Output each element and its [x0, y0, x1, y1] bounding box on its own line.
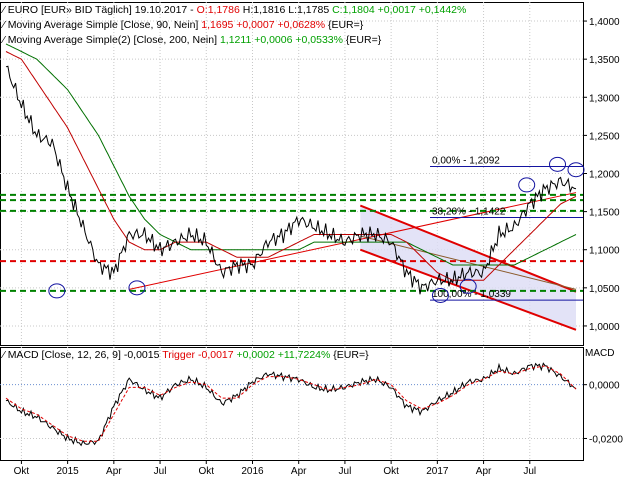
y-tick-label: 1,1000 — [589, 246, 620, 257]
legend-ma90-icon: ⁄ — [3, 19, 5, 31]
x-tick-label: Okt — [14, 466, 30, 477]
x-tick-label: Jul — [523, 466, 536, 477]
y-tick-label: 1,0000 — [589, 322, 620, 333]
macd-y-tick-label: -0,0200 — [589, 434, 623, 445]
macd-panel-label: MACD — [585, 348, 614, 359]
legend-macd-trigger: -0,0017 — [197, 349, 234, 361]
pivot-circle — [459, 278, 477, 294]
trigger-line — [5, 365, 577, 442]
legend-macd-name: MACD [Close, 12, 26, 9] — [7, 349, 121, 361]
macd-line — [5, 362, 577, 447]
y-tick-label: 1,3000 — [589, 93, 620, 104]
legend-ma90-name: Moving Average Simple [Close, 90, Nein] — [7, 19, 199, 31]
legend-macd-icon: ⁄ — [3, 349, 5, 361]
legend-macd-value: -0,0015 — [123, 349, 160, 361]
y-tick-label: 1,2500 — [589, 131, 620, 142]
legend-main-low: L:1,1785 — [288, 4, 330, 16]
legend-macd: ⁄ MACD [Close, 12, 26, 9] -0,0015 Trigge… — [3, 349, 369, 361]
legend-main-open: O:1,1786 — [196, 4, 240, 16]
x-tick-label: Apr — [291, 466, 307, 477]
x-tick-label: 2016 — [241, 466, 264, 477]
y-tick-label: 1,3500 — [589, 55, 620, 66]
y-tick-label: 1,2000 — [589, 170, 620, 181]
channel-lower-line — [359, 248, 577, 331]
legend-ma90: ⁄ Moving Average Simple [Close, 90, Nein… — [3, 19, 363, 31]
legend-main-high: H:1,1816 — [242, 4, 286, 16]
y-tick-label: 1,0500 — [589, 284, 620, 295]
pivot-circle — [48, 283, 66, 299]
legend-main-close: C:1,1804 +0,0017 +0,1442% — [332, 4, 467, 16]
legend-ma200-name: Moving Average Simple(2) [Close, 200, Ne… — [7, 34, 218, 46]
fib-label: 38,20% - 1,1422 — [432, 207, 506, 218]
pivot-circle — [549, 156, 567, 172]
x-tick-label: Okt — [383, 466, 399, 477]
x-tick-label: Apr — [106, 466, 122, 477]
legend-macd-trigger-label: Trigger — [162, 349, 196, 361]
pivot-circle — [128, 280, 146, 296]
x-tick-label: 2015 — [56, 466, 79, 477]
y-tick-label: 1,4000 — [589, 17, 620, 28]
legend-macd-unit: {EUR=} — [333, 349, 369, 361]
legend-ma200-value: 1,1211 +0,0006 +0,0533% — [219, 34, 343, 46]
x-tick-label: Jul — [339, 466, 352, 477]
legend-main-name: EURO [EUR» BID Täglich] — [7, 4, 132, 16]
legend-ma90-unit: {EUR=} — [327, 19, 364, 31]
channel-fill — [360, 205, 576, 330]
macd-y-tick-label: 0,0000 — [589, 381, 620, 392]
x-tick-label: 2017 — [426, 466, 449, 477]
legend-ma200-icon: ⁄ — [3, 34, 5, 46]
trend-line-2 — [360, 235, 577, 290]
fib-label: 100,00% - 1,0339 — [432, 289, 511, 300]
y-tick-label: 1,1500 — [589, 208, 620, 219]
legend-ma200-unit: {EUR=} — [345, 34, 382, 46]
fib-label: 0,00% - 1,2092 — [432, 155, 500, 166]
macd-panel-frame — [0, 347, 584, 461]
price-line — [5, 65, 577, 295]
legend-ma90-value: 1,1695 +0,0007 +0,0628% — [201, 19, 326, 31]
x-tick-label: Okt — [198, 466, 214, 477]
legend-main: ⁄ EURO [EUR» BID Täglich] 19.10.2017 - O… — [3, 4, 467, 16]
ma200-line — [5, 43, 577, 266]
legend-ma200: ⁄ Moving Average Simple(2) [Close, 200, … — [3, 34, 381, 46]
x-tick-label: Apr — [476, 466, 492, 477]
pivot-circle — [431, 287, 449, 303]
pivot-circle — [567, 162, 585, 178]
legend-main-date: 19.10.2017 — [134, 4, 188, 16]
channel-upper-line — [359, 204, 577, 293]
pivot-circle — [518, 177, 536, 193]
legend-main-icon: ⁄ — [3, 4, 5, 16]
x-tick-label: Jul — [154, 466, 167, 477]
legend-macd-change: +0,0002 +11,7224% — [236, 349, 331, 361]
ma90-line — [5, 51, 577, 281]
